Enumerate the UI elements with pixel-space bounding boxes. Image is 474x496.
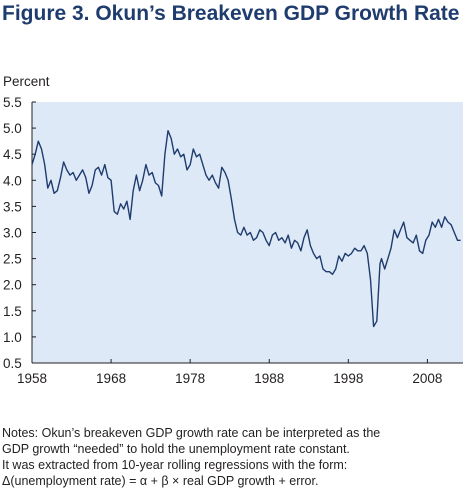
y-tick-label: 5.0 xyxy=(3,121,22,136)
x-tick-label: 1978 xyxy=(175,371,205,386)
y-axis-label: Percent xyxy=(3,74,50,89)
notes-line: It was extracted from 10-year rolling re… xyxy=(2,458,348,472)
x-tick-label: 1988 xyxy=(254,371,284,386)
y-tick-label: 4.5 xyxy=(3,147,22,162)
y-tick-label: 1.0 xyxy=(3,330,22,345)
y-tick-label: 2.5 xyxy=(3,252,22,267)
plot-area xyxy=(32,102,463,363)
y-tick-label: 3.5 xyxy=(3,199,22,214)
x-tick-label: 1998 xyxy=(333,371,363,386)
y-tick-label: 3.0 xyxy=(3,226,22,241)
x-tick-label: 1958 xyxy=(17,371,47,386)
notes-line: Δ(unemployment rate) = α + β × real GDP … xyxy=(2,474,319,488)
notes-line: GDP growth “needed” to hold the unemploy… xyxy=(2,442,350,456)
y-tick-label: 1.5 xyxy=(3,304,22,319)
x-tick-label: 1968 xyxy=(96,371,126,386)
line-chart: Percent 0.5 1.0 1.5 2.0 2.5 3.0 3.5 4.0 4.5 5.0 5.… xyxy=(3,74,463,386)
figure-title: Figure 3. Okun’s Breakeven GDP Growth Ra… xyxy=(2,2,460,25)
notes-line: Notes: Okun’s breakeven GDP growth rate … xyxy=(2,426,381,440)
y-tick-label: 5.5 xyxy=(3,95,22,110)
series-line-breakeven-gdp-growth xyxy=(31,130,461,328)
y-tick-label: 2.0 xyxy=(3,278,22,293)
y-axis-ticks: 0.5 1.0 1.5 2.0 2.5 3.0 3.5 4.0 4.5 5.0 5.5 xyxy=(3,95,36,371)
notes: Notes: Okun’s breakeven GDP growth rate … xyxy=(2,425,470,489)
y-tick-label: 4.0 xyxy=(3,173,22,188)
x-axis-ticks: 1958 1968 1978 1988 1998 2008 xyxy=(17,359,442,386)
y-tick-label: 0.5 xyxy=(3,356,22,371)
x-tick-label: 2008 xyxy=(412,371,442,386)
